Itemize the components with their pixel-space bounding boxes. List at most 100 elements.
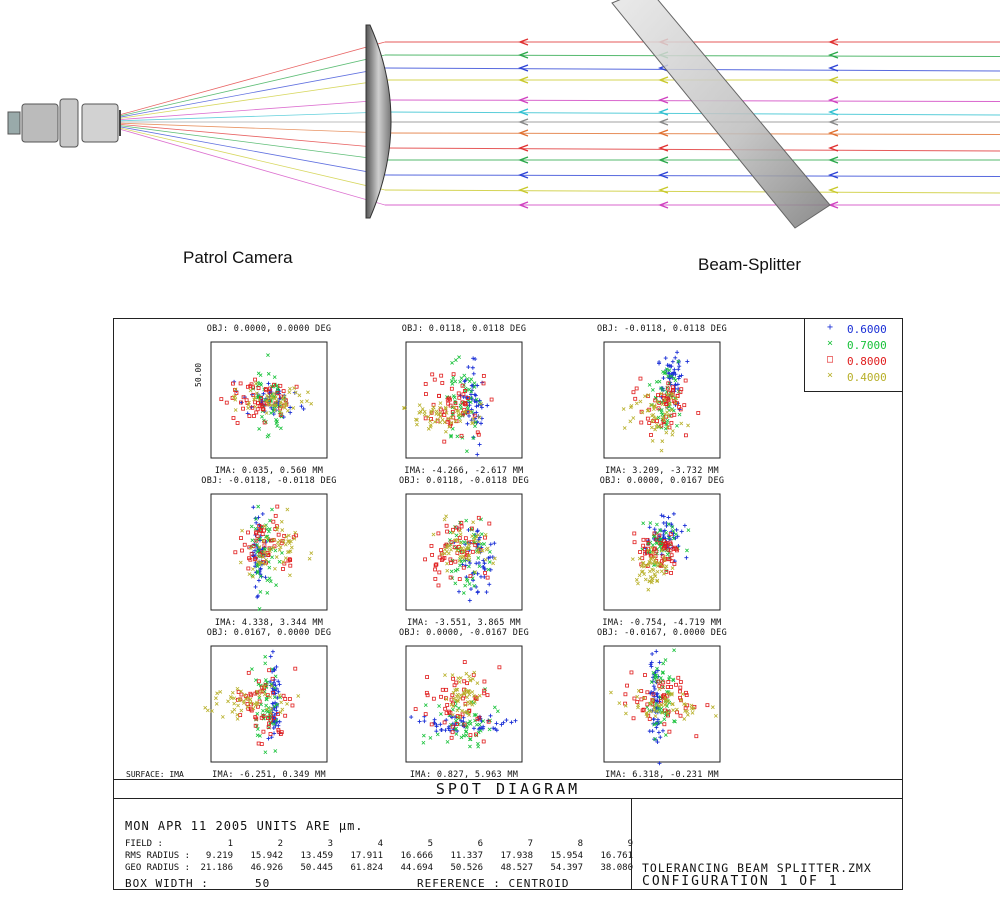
spot-mark [683,433,688,438]
spot-mark [686,423,690,428]
spot-mark [284,535,289,539]
spot-mark [252,542,257,547]
spot-mark [683,702,688,707]
spot-mark [458,693,463,698]
spot-mark [669,420,674,425]
spot-plot [401,341,523,459]
spot-mark [422,409,427,414]
spot-mark [650,561,655,566]
spot-mark [437,570,442,575]
spot-mark [470,365,475,370]
spot-mark [472,583,477,588]
spot-mark [655,666,659,671]
spot-mark [660,439,665,444]
ray-arrow [828,144,839,152]
spot-mark [475,550,480,554]
spot-mark [435,417,440,422]
spot-mark [478,725,483,730]
rms-value: 15.942 [250,851,283,861]
spot-mark [450,360,454,365]
legend-marker: □ [827,354,834,365]
spot-mark [438,414,443,419]
spot-mark [650,439,655,443]
spot-mark [487,727,492,732]
spot-mark [631,416,636,420]
field-angle-label: OBJ: 0.0000, 0.0167 DEG [599,476,725,486]
spot-mark [266,736,271,741]
spot-mark [495,709,500,714]
spot-mark [454,533,459,538]
spot-mark [270,507,274,512]
spot-mark [273,407,278,412]
spot-mark [289,539,293,544]
spot-mark [669,408,674,412]
spot-mark [466,690,470,694]
spot-mark [659,513,664,518]
spot-mark [650,388,655,392]
spot-mark [468,409,473,414]
spot-mark [464,577,469,582]
spot-mark [468,561,473,566]
spot-mark [648,553,653,558]
field-angle-label: OBJ: 0.0000, -0.0167 DEG [398,628,530,638]
spot-mark [664,530,669,535]
spot-mark [264,552,269,557]
spot-mark [671,511,676,516]
spot-mark [499,722,504,727]
spot-mark [265,707,269,712]
spot-mark [262,420,267,425]
spot-mark [647,729,652,734]
spot-mark [464,733,469,738]
spot-mark [655,740,660,745]
spot-mark [276,532,281,537]
spot-mark [259,528,263,533]
spot-box [210,341,328,459]
spot-mark [463,729,468,734]
spot-mark [683,709,688,713]
plot-title: SPOT DIAGRAM [113,779,903,799]
spot-mark [637,573,642,578]
spot-mark [246,530,250,535]
spot-mark [669,692,674,697]
image-coord-label: IMA: 3.209, -3.732 MM [605,466,719,476]
spot-mark [454,732,459,736]
spot-mark [662,717,667,722]
spot-mark [431,405,436,410]
spot-mark [655,564,660,568]
spot-mark [460,400,465,405]
field-angle-label: OBJ: 0.0118, 0.0118 DEG [401,324,527,334]
spot-mark [457,558,462,563]
spot-mark [272,375,277,379]
spot-mark [279,730,284,735]
spot-mark [675,423,679,428]
spot-mark [253,723,258,728]
spot-mark [658,541,663,545]
geo-value: 44.694 [400,863,433,873]
spot-mark [252,414,256,418]
spot-mark [438,401,443,405]
spot-mark [497,665,502,670]
spot-mark [255,733,260,738]
spot-mark [446,401,451,406]
spot-mark [476,515,481,520]
spot-mark [677,364,682,369]
spot-mark [649,557,654,561]
spot-mark [274,664,279,669]
spot-mark [287,697,292,701]
spot-mark [663,658,668,662]
spot-mark [254,716,259,721]
spot-mark [488,542,493,547]
image-coord-label: IMA: -4.266, -2.617 MM [404,466,524,476]
spot-mark [655,579,659,584]
light-ray [384,174,1000,177]
spot-mark [467,582,472,586]
spot-mark [268,386,272,391]
spot-mark [277,547,282,552]
spot-mark [657,687,662,691]
spot-mark [455,434,460,439]
spot-mark [483,535,487,540]
spot-mark [658,699,663,704]
spot-mark [628,419,633,424]
spot-mark [417,719,422,724]
spot-mark [487,521,492,526]
